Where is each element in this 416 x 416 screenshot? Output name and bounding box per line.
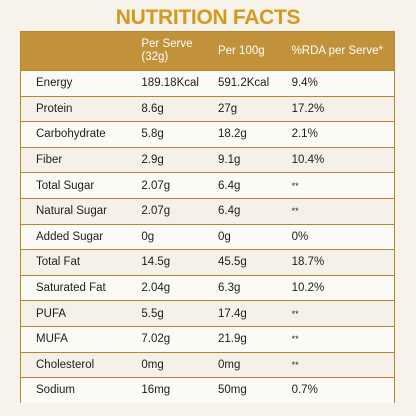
per-serve-cell: 0mg bbox=[141, 358, 164, 371]
table-header: Per Serve (32g) Per 100g %RDA per Serve* bbox=[21, 32, 394, 70]
per-serve-cell: 2.07g bbox=[141, 179, 171, 192]
per-100g-cell: 27g bbox=[217, 102, 238, 115]
nutrient-cell: PUFA bbox=[36, 307, 67, 320]
nutrient-cell: Saturated Fat bbox=[36, 282, 106, 295]
rda-cell: ** bbox=[291, 359, 299, 370]
table-row: Natural Sugar 2.07g 6.4g ** bbox=[21, 197, 394, 224]
table-row: Saturated Fat 2.04g 6.3g 10.2% bbox=[21, 274, 394, 301]
per-100g-cell: 0g bbox=[217, 230, 231, 243]
table-row: MUFA 7.02g 21.9g ** bbox=[21, 325, 394, 352]
per-serve-cell: 2.04g bbox=[141, 282, 171, 295]
page-title: NUTRITION FACTS bbox=[115, 6, 301, 29]
per-serve-cell: 2.9g bbox=[141, 154, 164, 167]
per-serve-cell: 14.5g bbox=[141, 256, 171, 269]
nutrient-cell: Added Sugar bbox=[36, 230, 104, 243]
header-per-serve: Per Serve (32g) bbox=[141, 32, 218, 70]
per-serve-cell: 189.18Kcal bbox=[141, 77, 199, 90]
nutrient-cell: Cholesterol bbox=[36, 358, 95, 371]
per-100g-cell: 6.3g bbox=[217, 282, 241, 295]
rda-cell: 9.4% bbox=[291, 77, 318, 90]
nutrient-cell: Total Fat bbox=[36, 256, 81, 269]
header-rda: %RDA per Serve* bbox=[291, 44, 383, 57]
rda-cell: 0% bbox=[291, 230, 309, 243]
per-serve-cell: 5.5g bbox=[141, 307, 164, 320]
per-100g-cell: 591.2Kcal bbox=[217, 77, 270, 90]
header-per-100g: Per 100g bbox=[217, 44, 265, 57]
rda-cell: ** bbox=[291, 308, 299, 319]
rda-cell: ** bbox=[291, 180, 299, 191]
per-100g-cell: 21.9g bbox=[217, 333, 247, 346]
per-100g-cell: 18.2g bbox=[217, 128, 247, 141]
rda-cell: 2.1% bbox=[291, 128, 318, 141]
table-row: Carbohydrate 5.8g 18.2g 2.1% bbox=[21, 121, 394, 147]
per-serve-cell: 8.6g bbox=[141, 102, 164, 115]
table-body: Energy 189.18Kcal 591.2Kcal 9.4% Protein 8.6g… bbox=[21, 70, 394, 403]
per-serve-cell: 2.07g bbox=[141, 205, 171, 218]
header-nutrient bbox=[21, 32, 141, 70]
table-row: Cholesterol 0mg 0mg ** bbox=[21, 351, 394, 378]
table-row: Sodium 16mg 50mg 0.7% bbox=[21, 377, 394, 403]
rda-cell: ** bbox=[291, 334, 299, 345]
per-serve-cell: 16mg bbox=[141, 384, 171, 397]
per-serve-cell: 5.8g bbox=[141, 128, 164, 141]
per-100g-cell: 6.4g bbox=[217, 179, 241, 192]
nutrient-cell: Sodium bbox=[36, 384, 75, 397]
table-row: Total Fat 14.5g 45.5g 18.7% bbox=[21, 249, 394, 275]
per-100g-cell: 6.4g bbox=[217, 205, 241, 218]
per-serve-cell: 7.02g bbox=[141, 333, 171, 346]
header-per-serve-line2: (32g) bbox=[141, 51, 169, 63]
rda-cell: ** bbox=[291, 206, 299, 217]
nutrient-cell: Energy bbox=[36, 77, 73, 90]
header-per-serve-line1: Per Serve bbox=[141, 38, 193, 50]
rda-cell: 18.7% bbox=[291, 256, 325, 269]
table-row: Protein 8.6g 27g 17.2% bbox=[21, 95, 394, 122]
rda-cell: 0.7% bbox=[291, 384, 318, 397]
nutrient-cell: Carbohydrate bbox=[36, 128, 106, 141]
table-row: Energy 189.18Kcal 591.2Kcal 9.4% bbox=[21, 70, 394, 96]
nutrient-cell: Fiber bbox=[36, 154, 63, 167]
nutrient-cell: Protein bbox=[36, 102, 73, 115]
rda-cell: 10.4% bbox=[291, 154, 325, 167]
nutrient-cell: Natural Sugar bbox=[36, 205, 107, 218]
per-100g-cell: 0mg bbox=[217, 358, 241, 371]
table-row: PUFA 5.5g 17.4g ** bbox=[21, 300, 394, 326]
table-row: Added Sugar 0g 0g 0% bbox=[21, 223, 394, 250]
table-row: Fiber 2.9g 9.1g 10.4% bbox=[21, 146, 394, 173]
per-100g-cell: 9.1g bbox=[217, 154, 241, 167]
nutrition-table: Per Serve (32g) Per 100g %RDA per Serve*… bbox=[20, 31, 395, 403]
table-row: Total Sugar 2.07g 6.4g ** bbox=[21, 172, 394, 198]
per-100g-cell: 45.5g bbox=[217, 256, 247, 269]
per-serve-cell: 0g bbox=[141, 230, 155, 243]
rda-cell: 10.2% bbox=[291, 282, 325, 295]
nutrient-cell: Total Sugar bbox=[36, 179, 95, 192]
per-100g-cell: 50mg bbox=[217, 384, 247, 397]
nutrient-cell: MUFA bbox=[36, 333, 68, 346]
per-100g-cell: 17.4g bbox=[217, 307, 247, 320]
rda-cell: 17.2% bbox=[291, 102, 325, 115]
